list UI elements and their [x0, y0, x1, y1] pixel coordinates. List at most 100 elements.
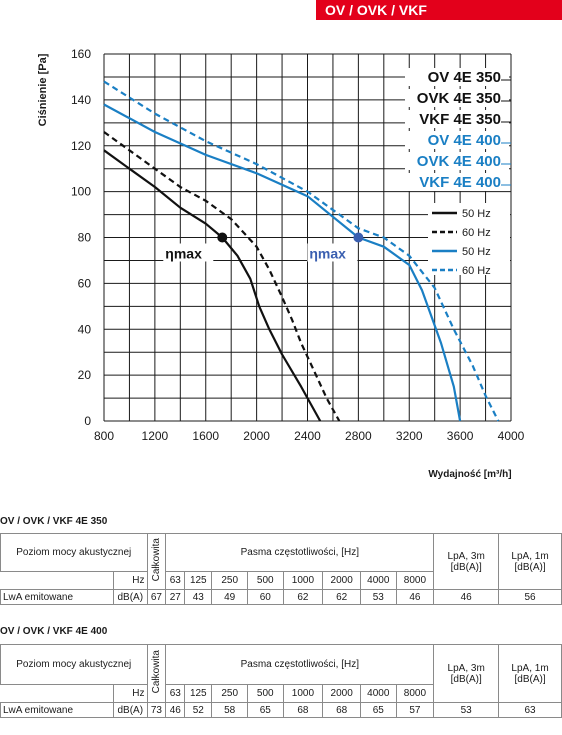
eta-max-point: [353, 232, 364, 243]
acoustic-table-400: Poziom mocy akustycznej Całkowita Pasma …: [0, 644, 562, 718]
freq-4000: 4000: [359, 684, 397, 703]
hz-label: Hz: [113, 571, 148, 590]
lpa-3m-header: LpA, 3m [dB(A)]: [433, 533, 500, 590]
legend-label: 50 Hz: [462, 208, 491, 220]
freq-250: 250: [211, 684, 248, 703]
band-value: 68: [322, 702, 361, 718]
lpa-1m-header: LpA, 1m [dB(A)]: [498, 644, 562, 703]
band-value: 46: [395, 589, 435, 605]
x-axis-label: Wydajność [m³/h]: [428, 469, 511, 480]
y-tick-label: 60: [78, 276, 92, 290]
model-label-bg: [405, 68, 509, 86]
bands-header: Pasma częstotliwości, [Hz]: [165, 533, 435, 572]
eta-max-label: ηmax: [165, 246, 202, 262]
band-value: 57: [395, 702, 435, 718]
x-tick-label: 4000: [498, 429, 525, 443]
model-label-bg: [405, 110, 509, 128]
freq-125: 125: [184, 571, 213, 590]
model-label-bg: [405, 89, 509, 107]
legend-bg: [428, 203, 510, 275]
x-tick-label: 3600: [447, 429, 474, 443]
series-line-3: [103, 80, 500, 422]
y-tick-label: 120: [71, 139, 91, 153]
freq-125: 125: [184, 684, 213, 703]
unit-cell: dB(A): [113, 589, 148, 605]
model-label: OVK 4E 350: [417, 90, 501, 107]
efficiency-markers: ηmax ηmax: [163, 232, 364, 262]
freq-1000: 1000: [282, 571, 324, 590]
freq-2000: 2000: [322, 684, 361, 703]
freq-4000: 4000: [359, 571, 397, 590]
series-line-0: [103, 149, 322, 422]
row-label: LwA emitowane: [0, 589, 115, 605]
y-tick-label: 40: [78, 322, 92, 336]
x-tick-label: 1600: [192, 429, 219, 443]
lpa-1m-value: 63: [498, 702, 562, 718]
lpa-3m-header: LpA, 3m [dB(A)]: [433, 644, 500, 703]
legend-label: 60 Hz: [462, 265, 491, 277]
y-tick-label: 100: [71, 185, 91, 199]
model-label: OVK 4E 400: [417, 153, 501, 170]
y-tick-label: 140: [71, 93, 91, 107]
acoustic-table-350: Poziom mocy akustycznej Całkowita Pasma …: [0, 533, 562, 605]
table-title-400: OV / OVK / VKF 4E 400: [0, 626, 108, 637]
model-label: VKF 4E 350: [419, 111, 501, 128]
band-value: 62: [282, 589, 324, 605]
freq-500: 500: [246, 684, 284, 703]
series-header-tab: OV / OVK / VKF: [316, 0, 562, 20]
band-value: 53: [359, 589, 397, 605]
freq-500: 500: [246, 571, 284, 590]
total-header: Całkowita: [146, 533, 167, 590]
freq-63: 63: [165, 571, 186, 590]
axis-ticks: 800 1200 1600 2000 2400 2800 3200 3600 4000 0 20 40…: [71, 47, 525, 443]
model-label: OV 4E 400: [428, 132, 501, 149]
row-label: LwA emitowane: [0, 702, 115, 718]
series-line-2: [103, 103, 462, 422]
lpa-3m-value: 53: [433, 702, 500, 718]
band-value: 27: [165, 589, 186, 605]
performance-chart: 800 1200 1600 2000 2400 2800 3200 3600 4000 0 20 40…: [37, 47, 525, 480]
band-value: 49: [211, 589, 248, 605]
legend-label: 50 Hz: [462, 246, 491, 258]
freq-1000: 1000: [282, 684, 324, 703]
model-label-bg: [405, 131, 509, 149]
freq-2000: 2000: [322, 571, 361, 590]
x-tick-label: 2800: [345, 429, 372, 443]
model-labels: OV 4E 350 OVK 4E 350 VKF 4E 350 OV 4E 400 OV…: [405, 68, 511, 191]
bands-header: Pasma częstotliwości, [Hz]: [165, 644, 435, 685]
band-value: 65: [246, 702, 284, 718]
y-tick-label: 160: [71, 47, 91, 61]
band-value: 58: [211, 702, 248, 718]
y-tick-label: 80: [78, 231, 92, 245]
band-value: 52: [184, 702, 213, 718]
series-line-1: [103, 131, 341, 422]
band-value: 46: [165, 702, 186, 718]
y-tick-label: 20: [78, 368, 92, 382]
sound-power-header: Poziom mocy akustycznej: [0, 644, 148, 685]
model-label-bg: [405, 173, 509, 191]
band-value: 62: [322, 589, 361, 605]
x-tick-label: 3200: [396, 429, 423, 443]
band-value: 65: [359, 702, 397, 718]
band-value: 43: [184, 589, 213, 605]
x-tick-label: 2000: [243, 429, 270, 443]
eta-max-point: [217, 232, 228, 243]
table-title-350: OV / OVK / VKF 4E 350: [0, 516, 108, 527]
freq-63: 63: [165, 684, 186, 703]
curves: [103, 80, 500, 422]
chart-legend: 50 Hz 60 Hz 50 Hz 60 Hz: [428, 203, 510, 277]
model-label: VKF 4E 400: [419, 174, 501, 191]
model-label-bg: [405, 152, 509, 170]
lpa-1m-value: 56: [498, 589, 562, 605]
freq-8000: 8000: [395, 684, 435, 703]
y-axis-label: Ciśnienie [Pa]: [37, 53, 49, 126]
x-tick-label: 800: [94, 429, 114, 443]
band-value: 60: [246, 589, 284, 605]
unit-cell: dB(A): [113, 702, 148, 718]
y-tick-label: 0: [84, 414, 91, 428]
band-value: 68: [282, 702, 324, 718]
total-header: Całkowita: [146, 644, 167, 703]
freq-250: 250: [211, 571, 248, 590]
legend-label: 60 Hz: [462, 227, 491, 239]
eta-max-label: ηmax: [309, 246, 346, 262]
